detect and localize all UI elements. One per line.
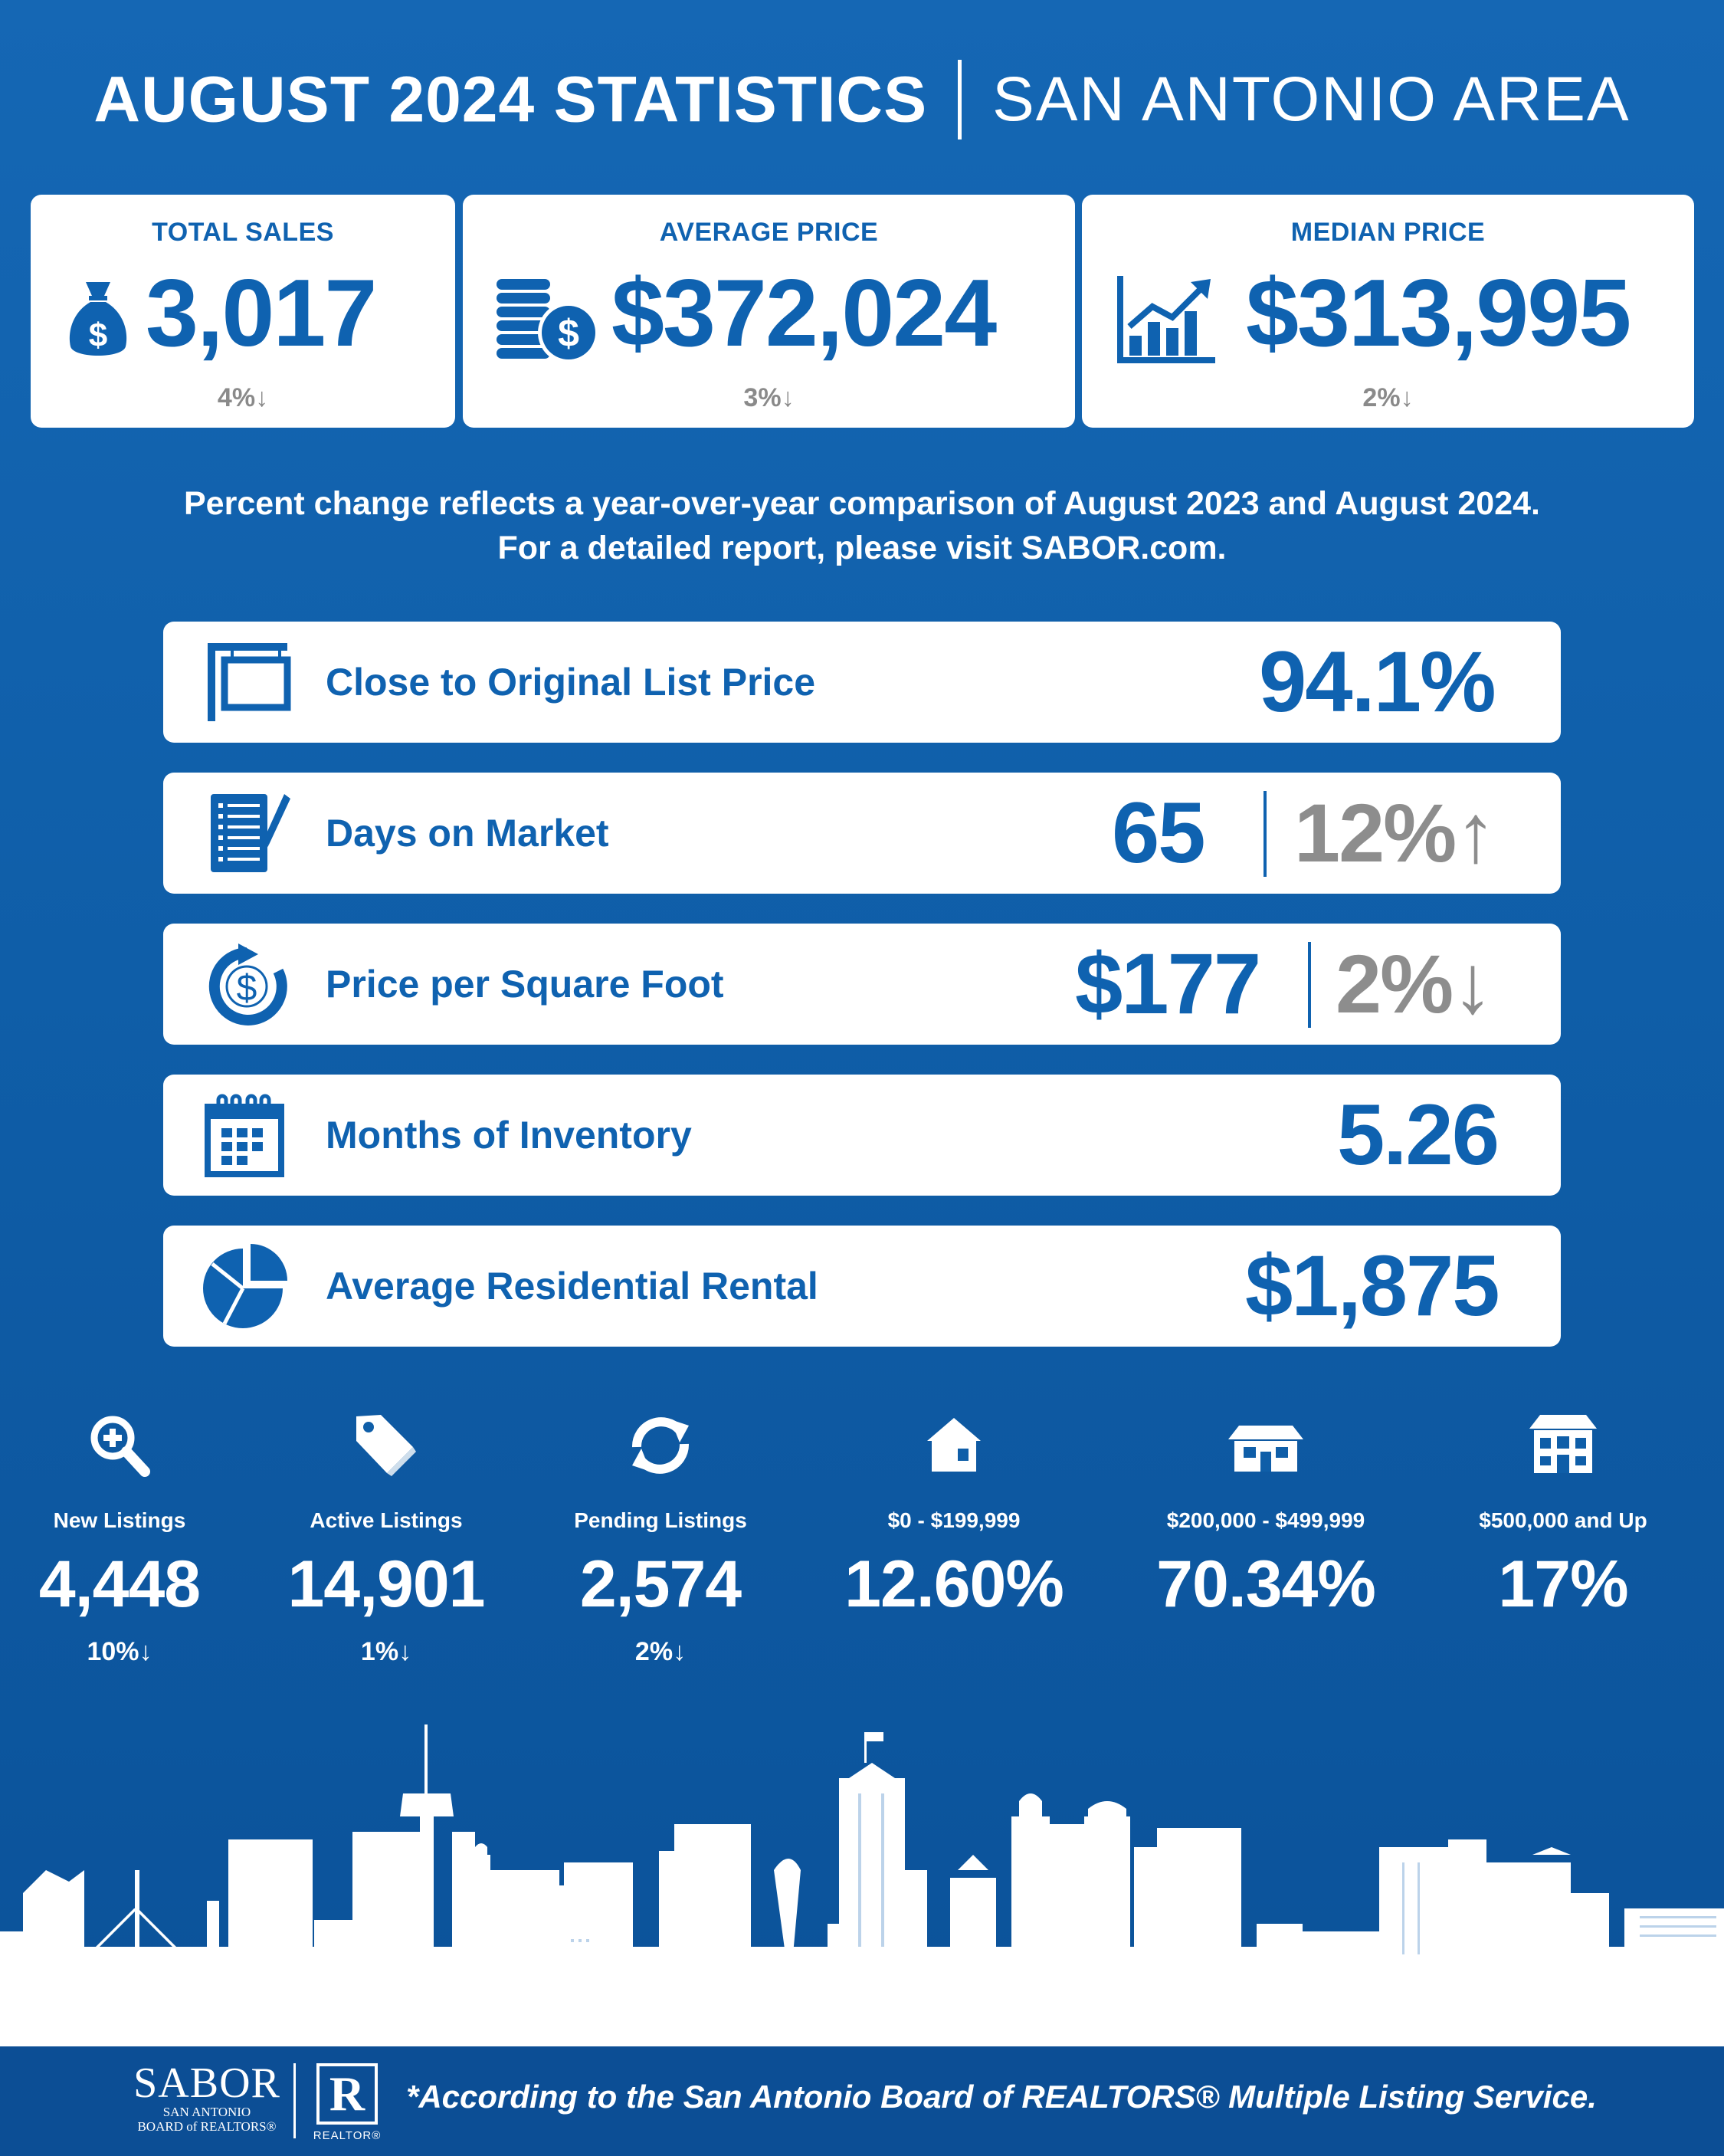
days-on-market-divider: [1264, 791, 1267, 877]
sabor-logo-subtitle-2: BOARD of REALTORS®: [137, 2119, 277, 2134]
row-days-on-market: Days on Market 65 12%↑: [163, 773, 1561, 894]
price-range-mid-stat: $200,000 - $499,999 70.34%: [1136, 1410, 1396, 1621]
small-house-icon: [927, 1418, 981, 1472]
sign-post-icon: [208, 643, 291, 721]
days-on-market-label: Days on Market: [326, 812, 609, 855]
close-to-list-price-label: Close to Original List Price: [326, 661, 816, 704]
days-on-market-change: 12%↑: [1294, 786, 1496, 879]
pending-listings-value: 2,574: [579, 1547, 742, 1621]
days-on-market-value: 65: [1112, 785, 1206, 881]
row-average-residential-rental: Average Residential Rental $1,875: [163, 1226, 1561, 1347]
money-bag-icon: $: [69, 282, 127, 356]
magnifier-plus-icon: [90, 1416, 150, 1477]
active-listings-change: 1%↓: [360, 1637, 412, 1666]
page-title: AUGUST 2024 STATISTICS: [93, 63, 928, 136]
large-house-icon: [1529, 1415, 1597, 1473]
price-tag-icon: [356, 1415, 416, 1476]
pending-listings-stat: Pending Listings 2,574 2%↓: [530, 1410, 791, 1666]
average-residential-rental-value: $1,875: [1245, 1238, 1500, 1334]
price-range-high-stat: $500,000 and Up 17%: [1433, 1410, 1693, 1621]
page-header: AUGUST 2024 STATISTICS SAN ANTONIO AREA: [0, 60, 1724, 144]
average-price-change: 3%↓: [743, 383, 795, 412]
pending-listings-label: Pending Listings: [574, 1508, 747, 1532]
svg-text:$: $: [558, 312, 579, 355]
total-sales-card: TOTAL SALES $ 3,017 4%↓: [31, 195, 455, 428]
price-per-square-foot-divider: [1308, 942, 1311, 1028]
footer-bar: [0, 2046, 1724, 2156]
price-per-square-foot-value: $177: [1075, 936, 1261, 1032]
row-price-per-square-foot: $ Price per Square Foot $177 2%↓: [163, 924, 1561, 1045]
active-listings-value: 14,901: [287, 1547, 485, 1621]
sabor-logo-subtitle-1: SAN ANTONIO: [162, 2105, 251, 2119]
average-price-label: AVERAGE PRICE: [659, 218, 879, 247]
svg-text:$: $: [89, 317, 107, 354]
new-listings-change: 10%↓: [87, 1637, 152, 1666]
new-listings-label: New Listings: [53, 1508, 186, 1532]
realtor-logo: R REALTOR®: [313, 2063, 382, 2142]
price-range-low-value: 12.60%: [844, 1547, 1064, 1621]
average-price-card: AVERAGE PRICE $ $372,024 3%↓: [463, 195, 1075, 428]
row-months-of-inventory: Months of Inventory 5.26: [163, 1075, 1561, 1196]
active-listings-label: Active Listings: [310, 1508, 463, 1532]
refresh-arrows-icon: [631, 1417, 690, 1474]
realtor-logo-mark: R: [316, 2063, 378, 2125]
price-range-low-label: $0 - $199,999: [887, 1508, 1021, 1532]
new-listings-value: 4,448: [38, 1547, 201, 1621]
pending-listings-change: 2%↓: [634, 1637, 687, 1666]
price-range-low-stat: $0 - $199,999 12.60%: [824, 1410, 1084, 1621]
price-range-high-label: $500,000 and Up: [1479, 1508, 1647, 1532]
checklist-pen-icon: [211, 794, 290, 872]
months-of-inventory-label: Months of Inventory: [326, 1114, 692, 1157]
price-range-mid-label: $200,000 - $499,999: [1166, 1508, 1365, 1532]
price-per-square-foot-change: 2%↓: [1336, 937, 1493, 1030]
close-to-list-price-value: 94.1%: [1259, 634, 1496, 730]
active-listings-stat: Active Listings 14,901 1%↓: [256, 1410, 516, 1666]
new-listings-stat: New Listings 4,448 10%↓: [0, 1410, 250, 1666]
sabor-logo-wordmark: SABOR: [133, 2059, 280, 2107]
total-sales-change: 4%↓: [217, 383, 269, 412]
median-price-change: 2%↓: [1362, 383, 1414, 412]
coins-icon: $: [497, 279, 599, 363]
median-price-card: MEDIAN PRICE $313,995 2%↓: [1082, 195, 1694, 428]
medium-house-icon: [1228, 1426, 1303, 1472]
footer-disclaimer: *According to the San Antonio Board of R…: [406, 2079, 1597, 2115]
row-close-to-list-price: Close to Original List Price 94.1%: [163, 622, 1561, 743]
calendar-icon: [205, 1094, 284, 1177]
area-title: SAN ANTONIO AREA: [992, 64, 1631, 134]
price-range-high-value: 17%: [1498, 1547, 1628, 1621]
realtor-logo-text: REALTOR®: [313, 2129, 382, 2142]
footer-logo-divider: [293, 2063, 296, 2138]
svg-text:$: $: [237, 968, 257, 1009]
san-antonio-skyline-illustration: [0, 1724, 1724, 2054]
bar-chart-rising-icon: [1117, 276, 1215, 363]
median-price-value: $313,995: [1246, 261, 1631, 366]
total-sales-value: 3,017: [146, 261, 377, 366]
pie-chart-icon: [203, 1244, 287, 1328]
price-per-square-foot-label: Price per Square Foot: [326, 963, 724, 1006]
note-line-1: Percent change reflects a year-over-year…: [183, 485, 1540, 522]
sabor-logo: SABOR SAN ANTONIO BOARD of REALTORS®: [130, 2062, 284, 2134]
average-price-value: $372,024: [611, 261, 997, 366]
median-price-label: MEDIAN PRICE: [1290, 218, 1486, 247]
total-sales-label: TOTAL SALES: [152, 218, 334, 247]
months-of-inventory-value: 5.26: [1337, 1087, 1499, 1183]
header-divider: [958, 60, 962, 139]
note-line-2: For a detailed report, please visit SABO…: [497, 530, 1227, 566]
average-residential-rental-label: Average Residential Rental: [326, 1265, 818, 1308]
comparison-note: Percent change reflects a year-over-year…: [0, 481, 1724, 570]
price-range-mid-value: 70.34%: [1156, 1547, 1376, 1621]
dollar-refresh-icon: $: [208, 943, 287, 1025]
